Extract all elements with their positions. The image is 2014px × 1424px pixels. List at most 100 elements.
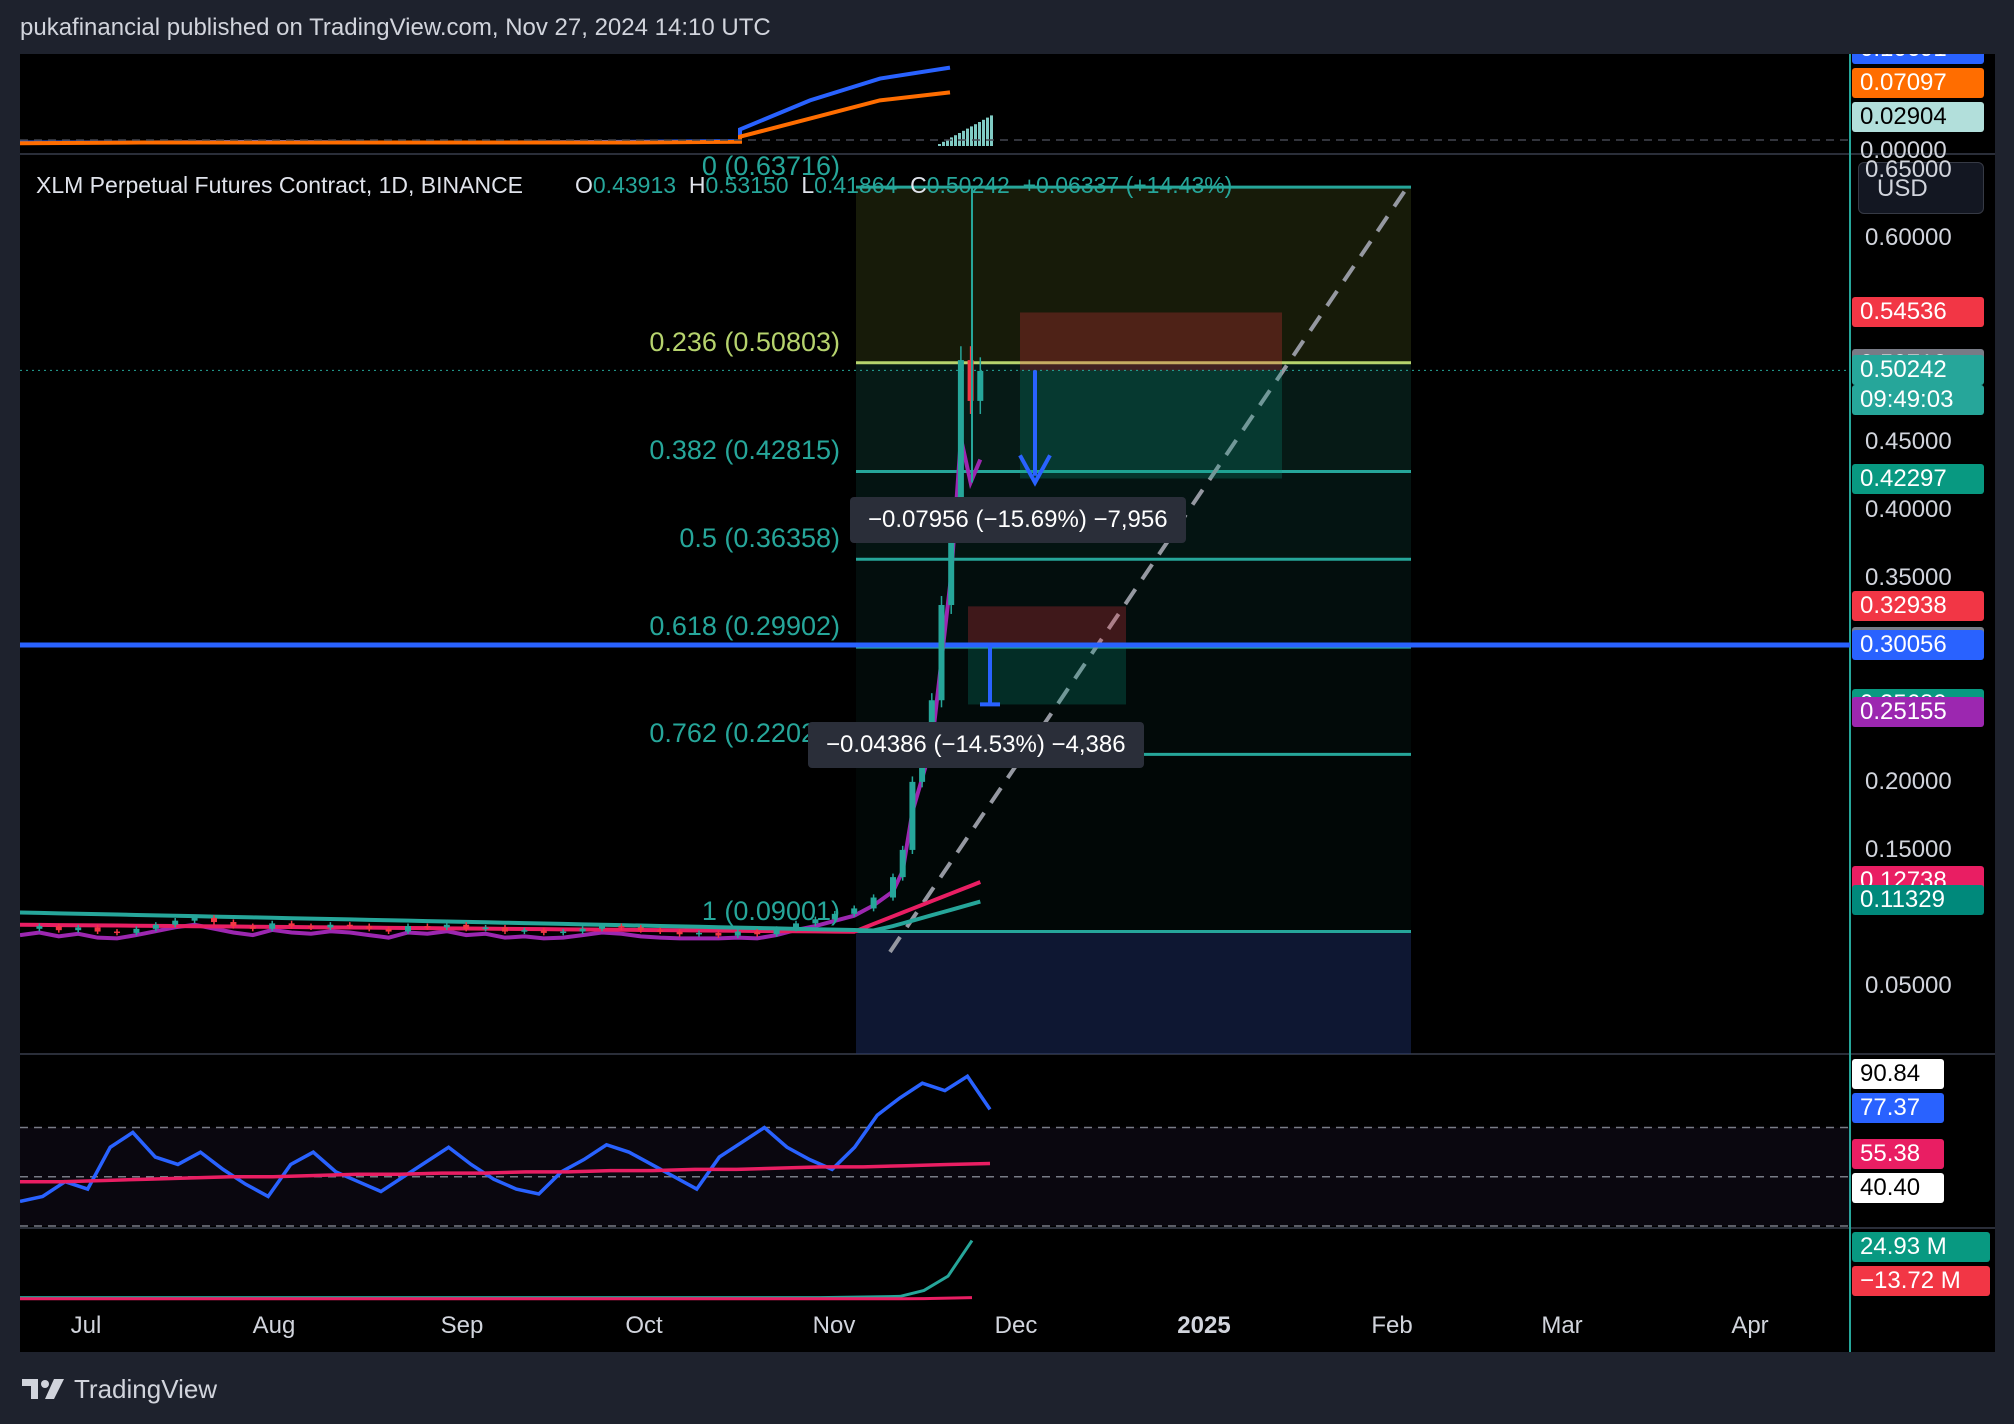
candle-body bbox=[618, 926, 625, 928]
candle-body bbox=[948, 509, 955, 605]
publisher-header: pukafinancial published on TradingView.c… bbox=[20, 14, 771, 41]
candle-body bbox=[288, 923, 295, 927]
price-tag-3: 09:49:03 bbox=[1852, 385, 1984, 416]
y-tick-4: 0.35000 bbox=[1865, 563, 1952, 591]
x-tick-6: 2025 bbox=[1177, 1312, 1231, 1339]
candle-body bbox=[696, 932, 702, 935]
stop-zone-2 bbox=[968, 606, 1126, 646]
ohlc-readout: O0.43913 H0.53150 L0.41864 C0.50242 +0.0… bbox=[575, 172, 1232, 199]
y-tick-6: 0.15000 bbox=[1865, 835, 1952, 863]
low-label: L bbox=[801, 172, 815, 198]
top-tag-2: 0.02904 bbox=[1852, 102, 1984, 132]
currency-button[interactable]: USD bbox=[1858, 162, 1984, 214]
measure-arrowhead-1 bbox=[1018, 454, 1052, 487]
x-tick-4: Nov bbox=[812, 1312, 856, 1339]
top-indicator-line-1 bbox=[20, 90, 951, 146]
x-tick-5: Dec bbox=[994, 1312, 1038, 1339]
candle-body bbox=[599, 926, 605, 929]
candle-body bbox=[977, 370, 984, 401]
candle-body bbox=[308, 926, 314, 928]
candle-body bbox=[754, 931, 761, 935]
price-tag-9: 0.25155 bbox=[1852, 696, 1984, 727]
x-tick-1: Aug bbox=[252, 1312, 296, 1339]
candle-body bbox=[36, 926, 43, 929]
candle-body bbox=[114, 931, 120, 934]
rsi-line-1 bbox=[20, 1161, 991, 1184]
top-histogram-bar bbox=[962, 130, 965, 146]
fib-label-2: 0.382 (0.42815) bbox=[649, 435, 840, 466]
fib-label-4: 0.618 (0.29902) bbox=[649, 611, 840, 642]
candle-body bbox=[773, 928, 780, 935]
time-axis[interactable]: Jul Aug Sep Oct Nov Dec 2025 Feb Mar Apr bbox=[20, 1298, 1995, 1352]
price-tag-7: 0.30056 bbox=[1852, 630, 1984, 661]
candle-body bbox=[657, 930, 664, 932]
candle-body bbox=[249, 926, 256, 929]
trend-line bbox=[888, 182, 1412, 954]
top-indicator-line-0 bbox=[20, 65, 951, 145]
candle-body bbox=[463, 924, 470, 929]
candle-body bbox=[55, 926, 62, 931]
high-label: H bbox=[688, 172, 706, 198]
price-tag-11: 0.11329 bbox=[1852, 884, 1984, 915]
candle-body bbox=[938, 605, 945, 701]
change-value: +0.06337 (+14.43%) bbox=[1022, 172, 1233, 198]
rsi-tag-3: 40.40 bbox=[1852, 1173, 1944, 1203]
bottom-tag-0: 24.93 M bbox=[1852, 1232, 1990, 1262]
y-tick-7: 0.05000 bbox=[1865, 971, 1952, 999]
candle-body bbox=[443, 924, 450, 928]
candle-body bbox=[851, 908, 858, 914]
top-histogram-bar bbox=[942, 141, 945, 146]
price-tag-0: 0.54536 bbox=[1852, 296, 1984, 327]
candle-body bbox=[152, 924, 159, 929]
price-tag-2: 0.50242 bbox=[1852, 355, 1984, 386]
open-label: O bbox=[575, 172, 593, 198]
footer-brand: TradingView bbox=[74, 1373, 218, 1404]
candle-body bbox=[870, 897, 877, 909]
x-tick-7: Feb bbox=[1371, 1312, 1413, 1339]
top-histogram-bar bbox=[986, 117, 989, 146]
top-tag-3: 0.00000 bbox=[1860, 137, 1947, 164]
fib-label-0: 0 (0.63716) bbox=[701, 151, 840, 182]
candle-body bbox=[385, 928, 392, 932]
rsi-tag-2: 55.38 bbox=[1852, 1139, 1944, 1169]
candle-body bbox=[424, 926, 431, 928]
candle-body bbox=[75, 927, 82, 931]
candle-body bbox=[405, 926, 411, 932]
top-histogram-bar bbox=[970, 126, 973, 146]
top-histogram-bar bbox=[974, 124, 977, 146]
candle-body bbox=[676, 931, 683, 935]
y-tick-0: 0.65000 bbox=[1865, 155, 1952, 183]
chart-svg[interactable] bbox=[20, 54, 1995, 1352]
symbol-title: XLM Perpetual Futures Contract, 1D, BINA… bbox=[36, 172, 524, 198]
candle-body bbox=[172, 920, 179, 925]
rsi-tag-1: 77.37 bbox=[1852, 1093, 1944, 1123]
x-tick-9: Apr bbox=[1731, 1312, 1769, 1339]
top-histogram-bar bbox=[938, 144, 941, 146]
candle-body bbox=[521, 930, 528, 932]
top-tag-1: 0.07097 bbox=[1852, 68, 1984, 98]
price-tag-4: 0.42297 bbox=[1852, 463, 1984, 494]
candle-body bbox=[967, 360, 974, 401]
bottom-tag-1: −13.72 M bbox=[1852, 1266, 1990, 1296]
chart-area[interactable]: XLM Perpetual Futures Contract, 1D, BINA… bbox=[20, 54, 1995, 1352]
candle-body bbox=[579, 928, 586, 932]
low-value: 0.41864 bbox=[814, 172, 898, 198]
fib-label-1: 0.236 (0.50803) bbox=[649, 326, 840, 357]
candle-body bbox=[540, 930, 547, 933]
top-histogram-bar bbox=[966, 128, 969, 146]
top-histogram-bar bbox=[982, 119, 985, 146]
target-zone-2 bbox=[968, 645, 1126, 705]
x-tick-8: Mar bbox=[1541, 1312, 1583, 1339]
top-histogram-bar bbox=[978, 122, 981, 146]
y-tick-5: 0.20000 bbox=[1865, 767, 1952, 795]
top-histogram-bar bbox=[950, 137, 953, 146]
candle-body bbox=[928, 700, 935, 742]
rsi-tag-0: 90.84 bbox=[1852, 1059, 1944, 1089]
close-value: 0.50242 bbox=[926, 172, 1010, 198]
candle-body bbox=[211, 917, 217, 923]
candle-body bbox=[734, 931, 741, 936]
candle-body bbox=[909, 781, 916, 850]
candle-body bbox=[812, 919, 819, 924]
top-histogram-bar bbox=[954, 135, 957, 146]
measure-label-2: −0.04386 (−14.53%) −4,386 bbox=[808, 722, 1144, 769]
